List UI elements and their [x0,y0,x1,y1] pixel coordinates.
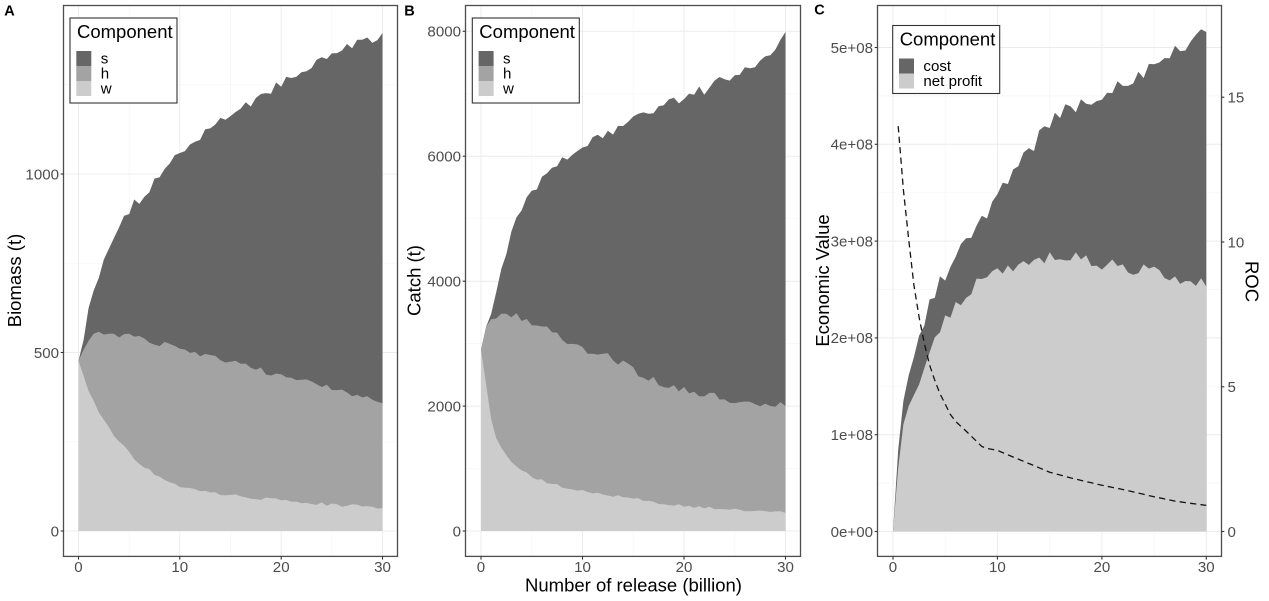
svg-text:0: 0 [74,559,82,576]
svg-text:w: w [100,80,112,97]
svg-text:2000: 2000 [427,398,461,415]
svg-text:Component: Component [900,28,996,49]
svg-text:2e+08: 2e+08 [831,330,873,347]
svg-text:h: h [101,65,109,82]
svg-text:s: s [503,50,511,67]
svg-text:3e+08: 3e+08 [831,233,873,250]
svg-text:6000: 6000 [427,149,461,166]
svg-text:h: h [503,65,511,82]
svg-text:5e+08: 5e+08 [831,40,873,57]
svg-text:20: 20 [676,559,693,576]
svg-text:30: 30 [1198,559,1215,576]
svg-text:0: 0 [1228,524,1236,541]
svg-text:C: C [814,2,825,18]
svg-text:s: s [101,50,109,67]
svg-text:0: 0 [477,559,485,576]
svg-text:cost: cost [923,58,951,75]
svg-text:10: 10 [1228,234,1245,251]
svg-text:0e+00: 0e+00 [831,524,873,541]
svg-text:Biomass (t): Biomass (t) [4,234,25,328]
svg-text:15: 15 [1228,90,1245,107]
svg-text:B: B [404,3,414,19]
svg-text:Component: Component [77,21,173,42]
svg-text:30: 30 [374,559,391,576]
svg-text:Economic Value: Economic Value [812,214,833,346]
svg-text:20: 20 [1094,559,1111,576]
svg-text:ROC: ROC [1242,261,1263,302]
svg-text:0: 0 [889,559,897,576]
svg-text:500: 500 [34,345,59,362]
svg-text:10: 10 [171,559,188,576]
svg-text:Component: Component [479,21,575,42]
svg-text:4000: 4000 [427,274,461,291]
svg-text:1000: 1000 [25,166,59,183]
svg-text:20: 20 [273,559,290,576]
svg-text:8000: 8000 [427,24,461,41]
svg-text:net profit: net profit [923,73,983,90]
svg-text:0: 0 [51,523,59,540]
svg-text:1e+08: 1e+08 [831,427,873,444]
svg-text:5: 5 [1228,379,1236,396]
svg-text:0: 0 [453,523,461,540]
svg-text:10: 10 [989,559,1006,576]
svg-text:Catch (t): Catch (t) [404,245,425,316]
svg-text:30: 30 [777,559,794,576]
svg-text:4e+08: 4e+08 [831,137,873,154]
svg-text:10: 10 [574,559,591,576]
svg-text:Number of release (billion): Number of release (billion) [525,574,742,595]
svg-text:A: A [4,3,15,19]
svg-text:w: w [502,80,514,97]
